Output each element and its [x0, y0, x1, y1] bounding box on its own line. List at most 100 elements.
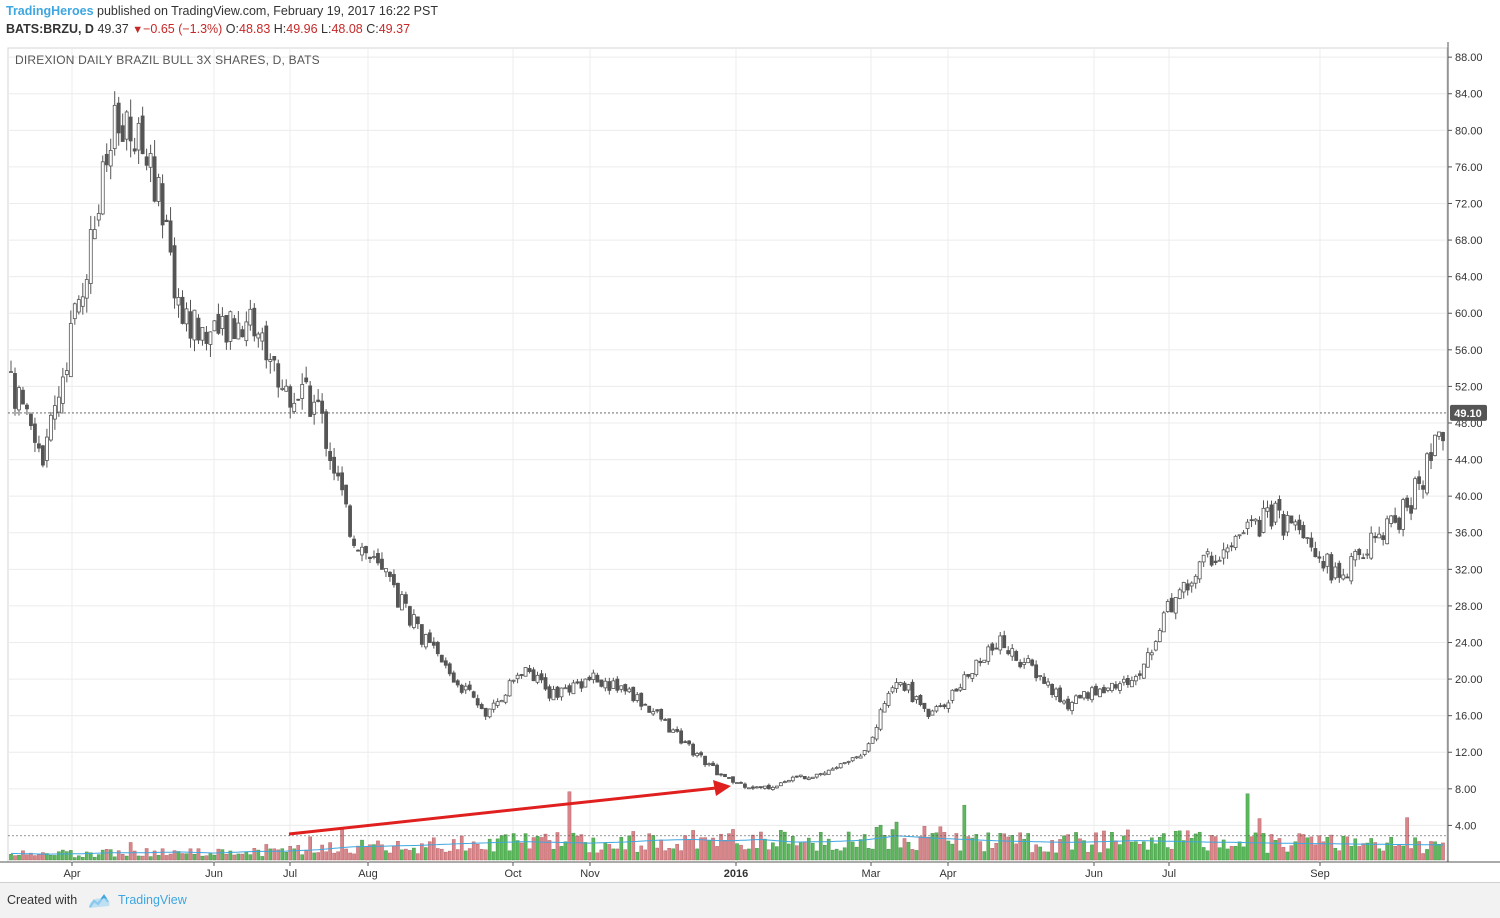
- volume-bar: [842, 847, 847, 861]
- tradingview-brand-link[interactable]: TradingView: [118, 893, 187, 907]
- candle-body: [719, 773, 723, 776]
- candle-body: [1070, 702, 1074, 712]
- candle-body: [667, 718, 672, 733]
- price-axis[interactable]: 4.00 8.00 12.00 16.00 20.00 24.00 28.00 32.00 36…: [1448, 52, 1483, 832]
- candle-body: [762, 785, 767, 789]
- volume-bar: [755, 848, 759, 861]
- candle-body: [276, 363, 281, 388]
- candle-body: [152, 156, 157, 202]
- price-chart[interactable]: DIREXION DAILY BRAZIL BULL 3X SHARES, D,…: [0, 42, 1500, 882]
- candle-body: [1297, 519, 1302, 531]
- volume-bar: [336, 851, 340, 861]
- candle-body: [1149, 652, 1154, 656]
- candle-body: [1002, 635, 1007, 649]
- volume-bar: [49, 854, 53, 861]
- volume-bar: [511, 833, 516, 861]
- candle-body: [112, 104, 117, 149]
- volume-bar: [240, 853, 245, 861]
- volume-bar: [216, 848, 221, 861]
- volume-bar: [443, 851, 448, 861]
- volume-bar: [838, 850, 843, 861]
- volume-bar: [743, 849, 747, 861]
- volume-bar: [958, 850, 963, 861]
- volume-bar: [352, 853, 356, 861]
- volume-bar: [1054, 852, 1058, 861]
- volume-bar: [1381, 850, 1385, 861]
- candle-body: [890, 687, 895, 693]
- y-tick-label: 56.00: [1455, 345, 1483, 357]
- candle-body: [184, 308, 189, 325]
- candle-body: [846, 761, 851, 763]
- volume-bar: [292, 848, 297, 861]
- candle-body: [100, 161, 105, 215]
- candle-body: [252, 307, 257, 337]
- volume-bar: [954, 833, 959, 861]
- candle-body: [264, 325, 269, 361]
- candle-body: [1110, 682, 1114, 692]
- volume-bar: [775, 846, 779, 861]
- volume-bar: [204, 855, 209, 861]
- candle-body: [1361, 557, 1366, 560]
- volume-bar: [376, 840, 380, 861]
- candle-body: [467, 684, 472, 690]
- volume-bar: [567, 791, 572, 861]
- candle-body: [1429, 452, 1433, 461]
- candle-body: [727, 777, 731, 779]
- candle-body: [431, 641, 436, 646]
- candle-body: [1225, 547, 1230, 553]
- candle-body: [519, 674, 524, 676]
- candle-body: [64, 370, 69, 375]
- candle-body: [1125, 678, 1130, 685]
- volume-bar: [603, 842, 608, 861]
- volume-bar: [798, 842, 803, 861]
- volume-bar: [675, 843, 679, 861]
- symbol-label: BATS:BRZU, D: [6, 22, 94, 36]
- time-axis[interactable]: Apr Jun Jul Aug Oct Nov 2016 Mar Apr Jun Jul Sep: [63, 862, 1330, 880]
- volume-bar: [296, 845, 300, 861]
- volume-bar: [368, 844, 372, 861]
- candle-body: [782, 781, 787, 784]
- volume-bar: [878, 824, 883, 861]
- volume-bar: [25, 854, 29, 861]
- candle-body: [1305, 537, 1310, 540]
- high-value: 49.96: [286, 22, 318, 36]
- candle-body: [236, 322, 241, 340]
- candle-body: [340, 472, 344, 491]
- candle-body: [1417, 476, 1421, 484]
- volume-bar: [1349, 846, 1354, 861]
- volume-bar: [1373, 842, 1377, 861]
- candle-body: [1381, 535, 1386, 540]
- chart-area[interactable]: DIREXION DAILY BRAZIL BULL 3X SHARES, D,…: [0, 42, 1500, 882]
- candle-body: [1437, 431, 1441, 437]
- candle-body: [595, 674, 600, 683]
- volume-bar: [1197, 831, 1202, 861]
- candle-body: [196, 317, 201, 341]
- volume-bar: [1341, 835, 1346, 861]
- candle-body: [1193, 575, 1198, 584]
- volume-bar: [914, 850, 919, 861]
- candle-body: [707, 763, 711, 766]
- tradingview-logo-icon[interactable]: [86, 892, 112, 915]
- volume-bar: [894, 821, 899, 861]
- candle-body: [396, 582, 400, 608]
- author-link[interactable]: TradingHeroes: [6, 4, 94, 18]
- volume-bar: [643, 849, 648, 861]
- y-tick-label: 12.00: [1455, 747, 1483, 759]
- volume-bar: [962, 804, 967, 861]
- volume-bar: [1289, 845, 1294, 861]
- chart-title: DIREXION DAILY BRAZIL BULL 3X SHARES, D,…: [15, 53, 320, 67]
- candle-body: [994, 647, 999, 650]
- y-tick-label: 48.00: [1455, 418, 1483, 430]
- candle-body: [759, 786, 763, 788]
- candle-body: [651, 711, 656, 715]
- candle-body: [312, 401, 317, 415]
- volume-bar: [463, 850, 468, 861]
- candle-body: [862, 750, 867, 755]
- volume-bar: [1309, 836, 1314, 861]
- volume-bar: [711, 837, 715, 861]
- volume-bar: [1154, 843, 1158, 861]
- candle-body: [1058, 687, 1062, 702]
- volume-bar: [1002, 833, 1007, 861]
- volume-bar: [830, 849, 835, 861]
- volume-bar: [200, 855, 205, 861]
